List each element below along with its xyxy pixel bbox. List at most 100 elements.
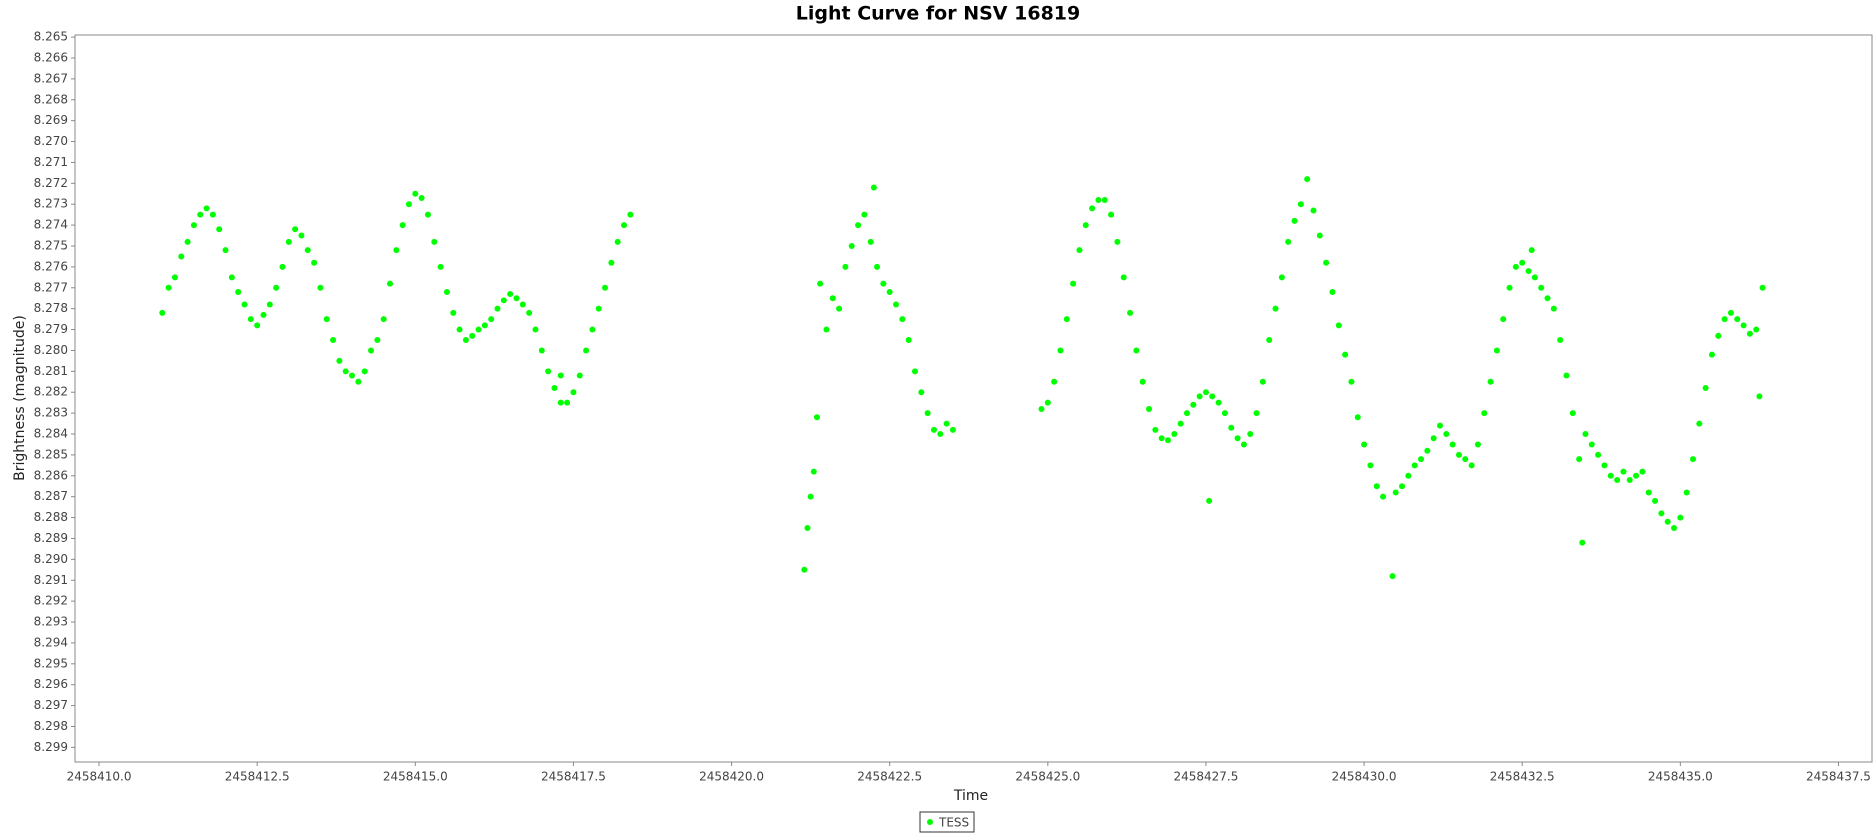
data-point bbox=[886, 288, 893, 295]
data-point bbox=[1221, 410, 1228, 417]
data-point bbox=[178, 253, 185, 260]
data-point bbox=[235, 288, 242, 295]
y-tick-label: 8.275 bbox=[34, 238, 68, 252]
y-tick-label: 8.276 bbox=[34, 259, 68, 273]
data-point bbox=[899, 316, 906, 323]
y-tick-label: 8.265 bbox=[34, 30, 68, 44]
data-point bbox=[1335, 322, 1342, 329]
data-point bbox=[526, 309, 533, 316]
data-point bbox=[589, 326, 596, 333]
y-tick-label: 8.266 bbox=[34, 50, 68, 64]
data-point bbox=[494, 305, 501, 312]
data-point bbox=[171, 274, 178, 281]
data-point bbox=[1740, 322, 1747, 329]
y-tick-label: 8.271 bbox=[34, 155, 68, 169]
data-point bbox=[1272, 305, 1279, 312]
data-point bbox=[1329, 288, 1336, 295]
y-tick-label: 8.285 bbox=[34, 447, 68, 461]
x-tick-label: 2458420.0 bbox=[699, 770, 764, 784]
data-point bbox=[1348, 378, 1355, 385]
data-point bbox=[1215, 399, 1222, 406]
legend-box bbox=[919, 811, 975, 833]
data-point bbox=[1525, 268, 1532, 275]
data-point bbox=[247, 316, 254, 323]
x-tick-label: 2458425.0 bbox=[1015, 770, 1080, 784]
data-point bbox=[1127, 309, 1134, 316]
data-point bbox=[1177, 420, 1184, 427]
data-point bbox=[813, 414, 820, 421]
data-point bbox=[1633, 472, 1640, 479]
data-point bbox=[1240, 441, 1247, 448]
data-point bbox=[595, 305, 602, 312]
data-point bbox=[1696, 420, 1703, 427]
data-point bbox=[1677, 514, 1684, 521]
data-point bbox=[1101, 197, 1108, 204]
data-point bbox=[1158, 435, 1165, 442]
y-tick-label: 8.291 bbox=[34, 573, 68, 587]
data-point bbox=[870, 184, 877, 191]
y-axis-label: Brightness (magnitude) bbox=[12, 315, 28, 481]
data-point bbox=[1544, 295, 1551, 302]
data-point bbox=[1038, 405, 1045, 412]
data-point bbox=[519, 301, 526, 308]
data-point bbox=[836, 305, 843, 312]
data-point bbox=[330, 337, 337, 344]
data-point bbox=[1626, 476, 1633, 483]
data-point bbox=[1759, 284, 1766, 291]
data-point bbox=[266, 301, 273, 308]
data-point bbox=[614, 238, 621, 245]
data-point bbox=[1468, 462, 1475, 469]
y-tick-label: 8.289 bbox=[34, 531, 68, 545]
data-point bbox=[608, 259, 615, 266]
data-point bbox=[1645, 489, 1652, 496]
data-point bbox=[1171, 431, 1178, 438]
y-tick-label: 8.280 bbox=[34, 343, 68, 357]
data-point bbox=[165, 284, 172, 291]
y-tick-label: 8.270 bbox=[34, 134, 68, 148]
data-point bbox=[949, 426, 956, 433]
legend-marker bbox=[927, 819, 933, 825]
data-point bbox=[627, 211, 634, 218]
data-point bbox=[450, 309, 457, 316]
data-point bbox=[462, 337, 469, 344]
data-point bbox=[1120, 274, 1127, 281]
data-point bbox=[481, 322, 488, 329]
data-point bbox=[1443, 431, 1450, 438]
data-point bbox=[1531, 274, 1538, 281]
data-point bbox=[1487, 378, 1494, 385]
y-tick-label: 8.292 bbox=[34, 594, 68, 608]
y-tick-label: 8.277 bbox=[34, 280, 68, 294]
data-point bbox=[817, 280, 824, 287]
data-point bbox=[1342, 351, 1349, 358]
data-point bbox=[1297, 201, 1304, 208]
y-tick-label: 8.297 bbox=[34, 698, 68, 712]
data-point bbox=[867, 238, 874, 245]
data-point bbox=[1202, 389, 1209, 396]
data-point bbox=[405, 201, 412, 208]
y-tick-label: 8.288 bbox=[34, 510, 68, 524]
data-point bbox=[1367, 462, 1374, 469]
data-point bbox=[1253, 410, 1260, 417]
data-point bbox=[273, 284, 280, 291]
data-point bbox=[1756, 393, 1763, 400]
data-point bbox=[456, 326, 463, 333]
data-point bbox=[1519, 259, 1526, 266]
data-point bbox=[1323, 259, 1330, 266]
data-point bbox=[848, 242, 855, 249]
x-tick-label: 2458435.0 bbox=[1648, 770, 1713, 784]
data-point bbox=[500, 297, 507, 304]
y-tick-label: 8.282 bbox=[34, 385, 68, 399]
data-point bbox=[469, 332, 476, 339]
data-point bbox=[1183, 410, 1190, 417]
data-point bbox=[1266, 337, 1273, 344]
x-tick-label: 2458410.0 bbox=[67, 770, 132, 784]
data-point bbox=[1165, 437, 1172, 444]
x-axis-label: Time bbox=[953, 788, 988, 804]
y-tick-label: 8.278 bbox=[34, 301, 68, 315]
data-point bbox=[260, 311, 267, 318]
data-point bbox=[557, 399, 564, 406]
data-point bbox=[1405, 472, 1412, 479]
data-point bbox=[1721, 316, 1728, 323]
y-tick-label: 8.272 bbox=[34, 176, 68, 190]
data-point bbox=[507, 291, 514, 298]
